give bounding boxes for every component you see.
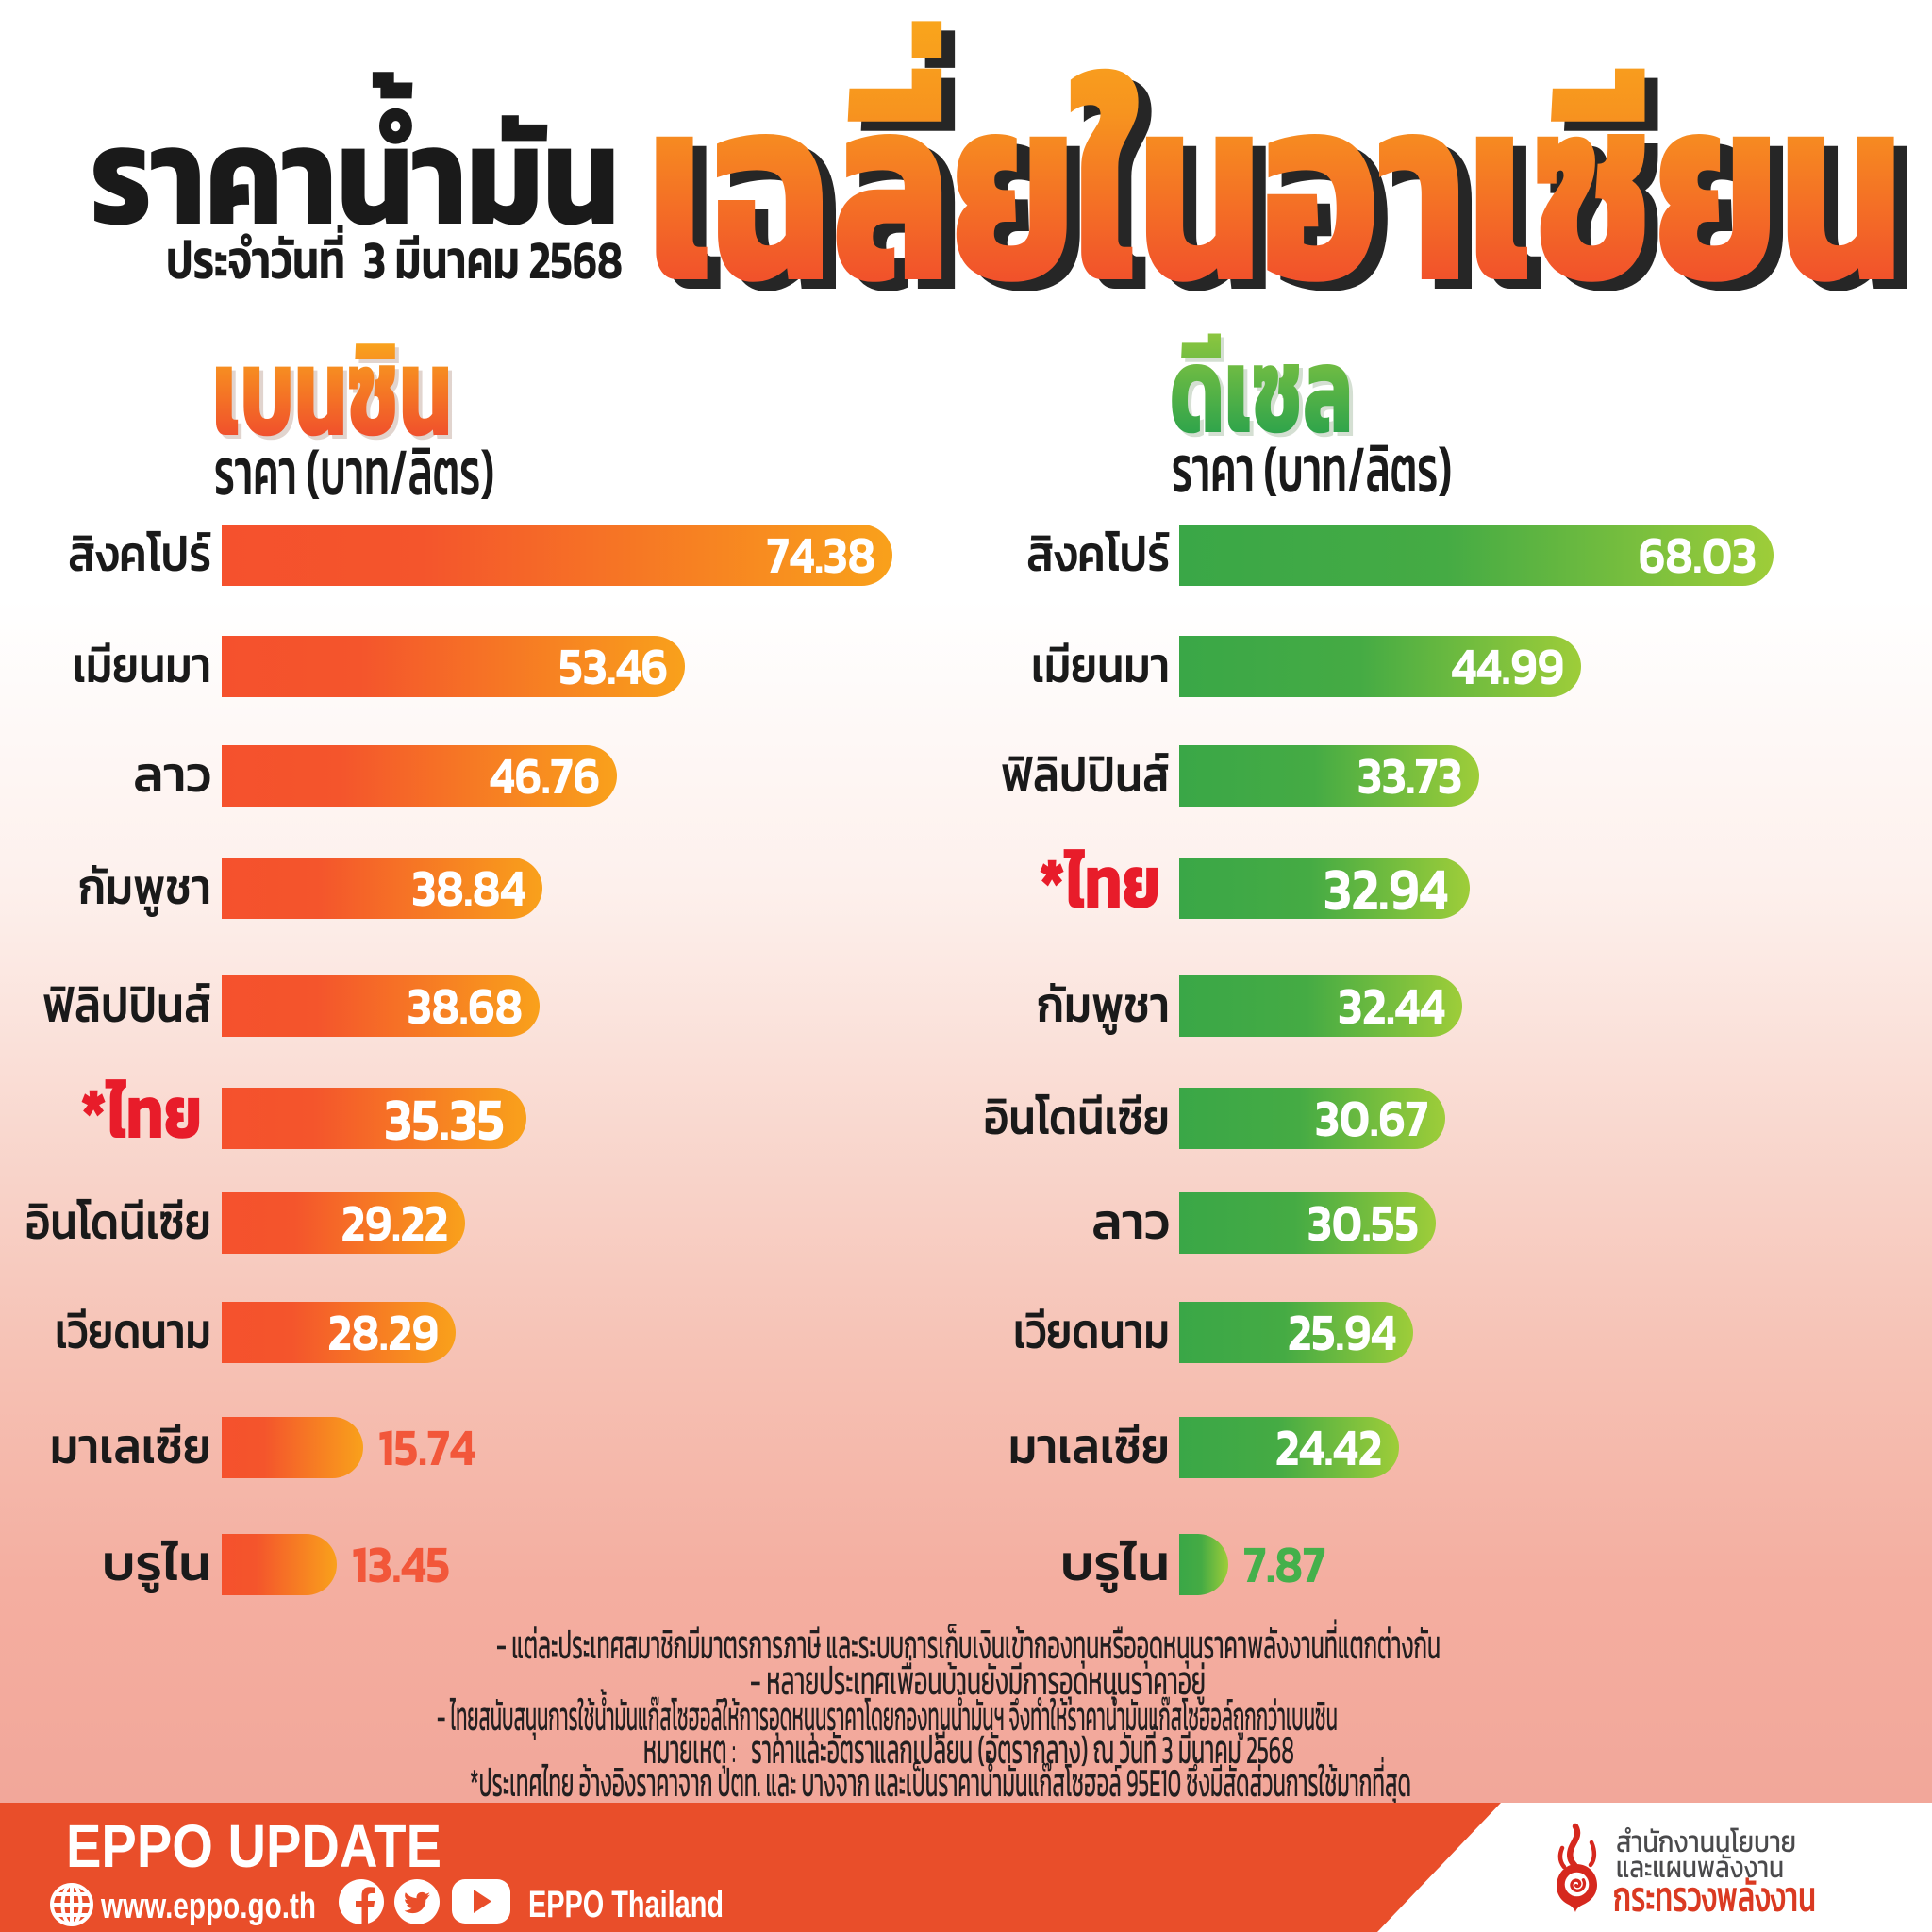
svg-text:www.eppo.go.th: www.eppo.go.th bbox=[100, 1887, 316, 1926]
svg-text:EPPO Thailand: EPPO Thailand bbox=[528, 1884, 724, 1925]
svg-text:EPPO UPDATE: EPPO UPDATE bbox=[66, 1812, 441, 1880]
